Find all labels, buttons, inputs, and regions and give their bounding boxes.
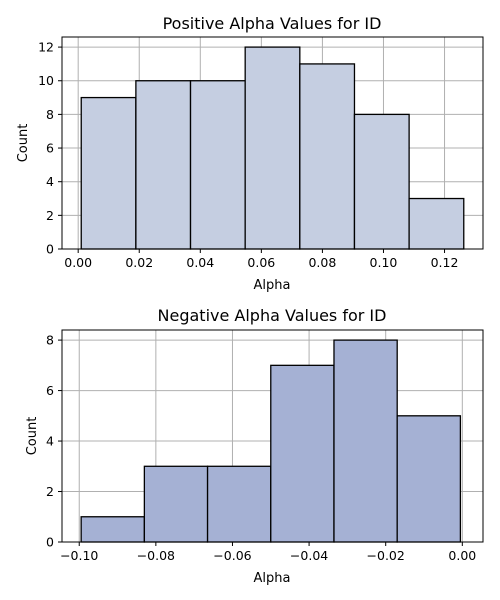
x-tick-label: 0.12 <box>431 255 459 270</box>
histogram-bar <box>80 516 146 543</box>
y-tick-label: 4 <box>46 174 54 189</box>
x-tick-label: 0.00 <box>448 548 476 563</box>
histogram-bar <box>270 364 335 543</box>
x-tick-label: 0.06 <box>247 255 275 270</box>
x-tick-label: −0.06 <box>213 548 251 563</box>
y-tick-label: 0 <box>46 535 54 550</box>
y-tick-label: 8 <box>46 333 54 348</box>
histogram-bars <box>80 339 462 543</box>
y-tick-label: 8 <box>46 107 54 122</box>
positive-alpha-histogram: Positive Alpha Values for ID 0.00 0.02 0.0… <box>16 14 484 293</box>
y-tick-label: 6 <box>46 383 54 398</box>
plot-frame <box>61 329 484 543</box>
y-tick-label: 2 <box>46 484 54 499</box>
x-tick-label: 0.04 <box>186 255 214 270</box>
x-axis-label: Alpha <box>254 278 291 293</box>
y-tick-label: 12 <box>38 40 54 55</box>
histogram-bar <box>143 465 209 543</box>
axis-ticks: 0.00 0.02 0.04 0.06 0.08 0.10 0.12 0 2 4 6 8 10 12 <box>38 40 458 270</box>
histogram-bar <box>408 197 465 250</box>
histogram-bar <box>135 80 192 250</box>
histogram-bar <box>206 465 272 543</box>
x-axis-label: Alpha <box>254 571 291 586</box>
x-tick-label: −0.10 <box>60 548 98 563</box>
y-tick-label: 6 <box>46 141 54 156</box>
histogram-bar <box>396 415 462 543</box>
histogram-bar <box>353 113 410 250</box>
y-tick-label: 10 <box>38 73 54 88</box>
y-tick-label: 0 <box>46 242 54 257</box>
histogram-bar <box>244 46 301 250</box>
axis-ticks: −0.10 −0.08 −0.06 −0.04 −0.02 0.00 0 2 4 6 8 <box>46 333 476 563</box>
histogram-bar <box>299 63 356 250</box>
x-tick-label: 0.00 <box>64 255 92 270</box>
y-tick-label: 4 <box>46 434 54 449</box>
x-tick-label: −0.08 <box>137 548 175 563</box>
x-tick-label: 0.08 <box>308 255 336 270</box>
chart-title: Negative Alpha Values for ID <box>158 306 387 325</box>
x-tick-label: 0.02 <box>125 255 153 270</box>
x-tick-label: 0.10 <box>370 255 398 270</box>
histogram-bar <box>80 96 137 250</box>
histogram-bar <box>333 339 398 543</box>
x-tick-label: −0.04 <box>290 548 328 563</box>
y-axis-label: Count <box>25 417 40 456</box>
y-tick-label: 2 <box>46 208 54 223</box>
x-tick-label: −0.02 <box>367 548 405 563</box>
histogram-bar <box>189 80 246 250</box>
y-axis-label: Count <box>16 124 31 163</box>
chart-title: Positive Alpha Values for ID <box>163 14 382 33</box>
plot-frame <box>61 36 484 250</box>
negative-alpha-histogram: Negative Alpha Values for ID −0.10 −0.08−… <box>25 306 484 586</box>
